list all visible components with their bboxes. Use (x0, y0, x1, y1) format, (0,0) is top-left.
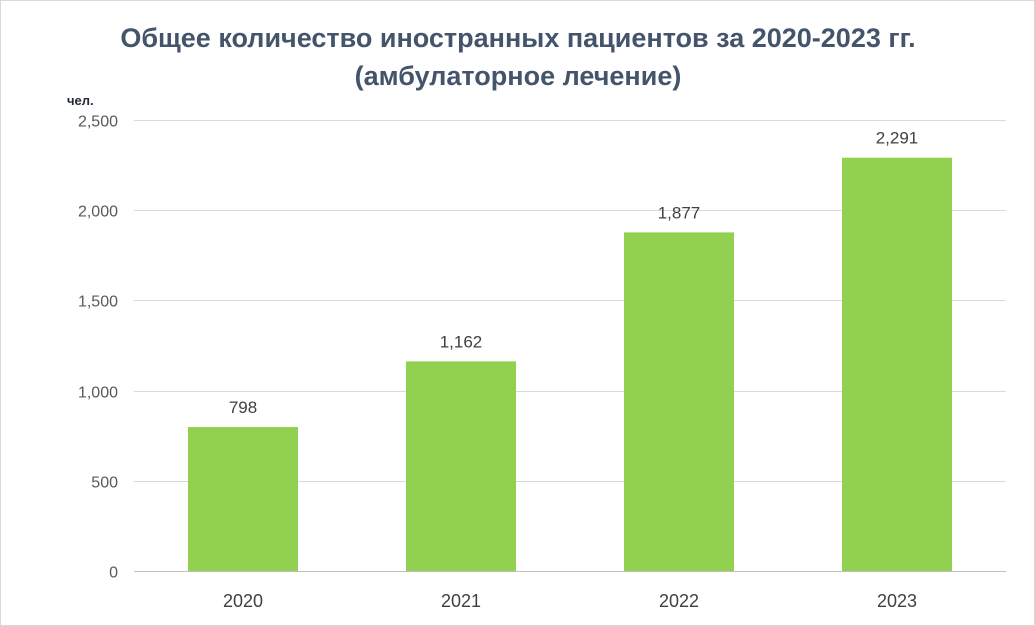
y-tick-label: 0 (109, 565, 118, 582)
data-label-2022: 1,877 (658, 203, 701, 222)
chart-title-line-1: Общее количество иностранных пациентов з… (120, 23, 915, 53)
x-tick-label: 2021 (441, 591, 481, 611)
bars (188, 157, 952, 571)
x-tick-label: 2020 (223, 591, 263, 611)
data-label-2020: 798 (229, 398, 257, 417)
x-tick-label: 2023 (877, 591, 917, 611)
bar-2022 (624, 232, 734, 571)
data-labels: 798 1,162 1,877 2,291 (229, 129, 918, 417)
y-axis-ticks: 0 500 1,000 1,500 2,000 2,500 (78, 114, 118, 582)
y-axis-unit-label: чел. (67, 93, 94, 108)
data-label-2021: 1,162 (440, 332, 483, 351)
y-tick-label: 2,500 (78, 114, 118, 131)
chart-title-line-2: (амбулаторное лечение) (355, 61, 682, 91)
bar-2023 (842, 157, 952, 571)
x-tick-label: 2022 (659, 591, 699, 611)
y-tick-label: 500 (91, 475, 118, 492)
y-tick-label: 2,000 (78, 204, 118, 221)
y-tick-label: 1,500 (78, 294, 118, 311)
x-axis-ticks: 2020 2021 2022 2023 (223, 591, 917, 611)
bar-2020 (188, 427, 298, 571)
data-label-2023: 2,291 (876, 129, 919, 148)
y-tick-label: 1,000 (78, 385, 118, 402)
bar-2021 (406, 361, 516, 571)
